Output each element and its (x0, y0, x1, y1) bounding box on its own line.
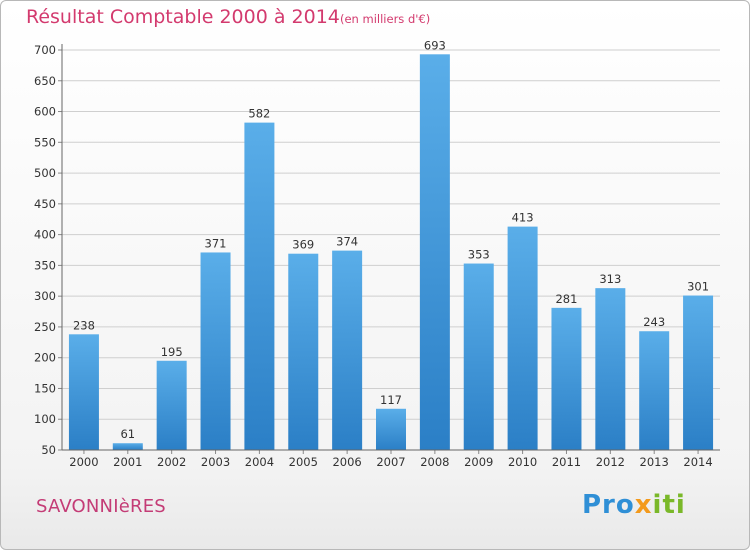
x-tick-label: 2000 (69, 455, 98, 469)
proxiti-logo[interactable]: Proxiti (582, 490, 686, 520)
data-label: 369 (292, 238, 314, 252)
data-label: 413 (512, 211, 534, 225)
data-label: 61 (120, 427, 135, 441)
data-label: 374 (336, 235, 358, 249)
y-tick-label: 200 (34, 351, 56, 365)
chart-title: Résultat Comptable 2000 à 2014 (26, 6, 340, 28)
data-label: 371 (205, 236, 227, 250)
y-tick-label: 300 (34, 289, 56, 303)
data-label: 117 (380, 393, 402, 407)
x-tick-label: 2006 (332, 455, 361, 469)
bar (332, 250, 363, 450)
x-tick-label: 2012 (596, 455, 625, 469)
x-tick-label: 2014 (683, 455, 712, 469)
y-tick-label: 50 (41, 443, 56, 457)
bars (68, 54, 714, 451)
data-label: 281 (555, 292, 577, 306)
y-tick-label: 600 (34, 105, 56, 119)
y-tick-label: 700 (34, 43, 56, 57)
x-tick-label: 2002 (157, 455, 186, 469)
bar (156, 360, 187, 450)
y-tick-label: 100 (34, 412, 56, 426)
x-tick-label: 2005 (289, 455, 318, 469)
data-label: 582 (248, 107, 270, 121)
bar (112, 443, 143, 450)
bar (376, 408, 406, 450)
x-tick-label: 2011 (552, 455, 581, 469)
x-tick-label: 2008 (420, 455, 449, 469)
data-label: 243 (643, 315, 665, 329)
x-tick-label: 2001 (113, 455, 142, 469)
chart-subtitle: (en milliers d'€) (340, 12, 431, 26)
y-tick-label: 550 (34, 135, 56, 149)
x-tick-label: 2004 (245, 455, 274, 469)
data-label: 693 (424, 38, 446, 52)
x-tick-label: 2007 (376, 455, 405, 469)
data-label: 313 (599, 272, 621, 286)
x-axis-ticks: 2000 2001 2002 2003 2004 2005 2006 2007 2008 2009… (69, 450, 713, 469)
y-tick-label: 250 (34, 320, 56, 334)
data-label: 238 (73, 318, 95, 332)
x-tick-label: 2010 (508, 455, 537, 469)
data-label: 195 (161, 345, 183, 359)
data-label: 301 (687, 280, 709, 294)
bar (551, 307, 582, 450)
bar (683, 295, 714, 450)
bar (288, 253, 319, 450)
bar (419, 54, 450, 451)
commune-name: SAVONNIèRES (36, 496, 166, 517)
data-label: 353 (468, 248, 490, 262)
bar (68, 334, 99, 450)
y-axis-ticks: 50 100 150 200 250 300 350 400 450 500 550 600 650 70… (34, 43, 62, 457)
data-labels: 238 61 195 371 582 369 374 117 693 353 413 281 313 24… (73, 38, 709, 441)
x-tick-label: 2009 (464, 455, 493, 469)
x-tick-label: 2013 (640, 455, 669, 469)
bar (244, 122, 275, 450)
bar (507, 226, 538, 450)
bar (639, 331, 670, 450)
y-tick-label: 650 (34, 74, 56, 88)
y-tick-label: 350 (34, 258, 56, 272)
y-tick-label: 150 (34, 381, 56, 395)
bar (463, 263, 494, 450)
y-tick-label: 500 (34, 166, 56, 180)
x-tick-label: 2003 (201, 455, 230, 469)
bar (595, 288, 626, 450)
y-tick-label: 450 (34, 197, 56, 211)
bar (200, 252, 231, 450)
y-tick-label: 400 (34, 228, 56, 242)
